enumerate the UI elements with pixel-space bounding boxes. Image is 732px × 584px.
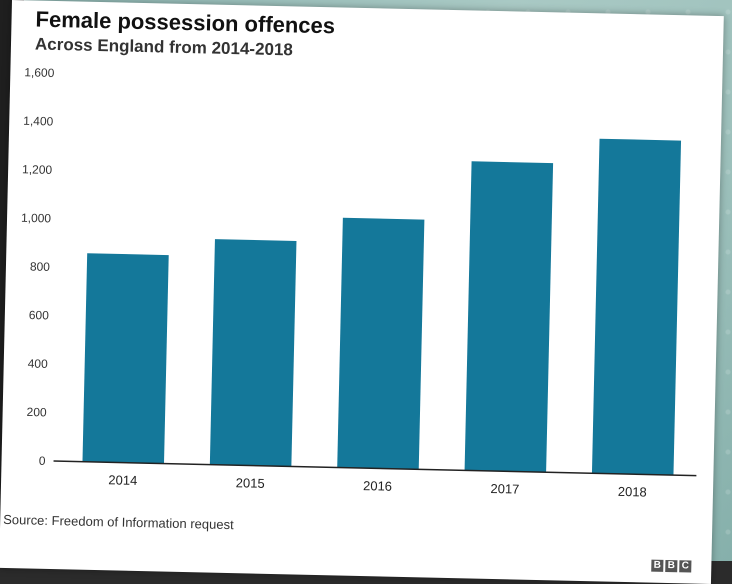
logo-letter: C: [679, 560, 692, 573]
bar: [82, 253, 169, 464]
x-tick-label: 2016: [363, 478, 392, 494]
bbc-logo: B B C: [651, 559, 692, 573]
logo-letter: B: [651, 559, 664, 572]
bar-chart: 0 200 400 600 800 1,000 1,200 1,400 1,600 2014 201…: [21, 65, 697, 500]
y-tick-label: 1,200: [22, 162, 53, 177]
y-tick-label: 0: [39, 454, 46, 468]
bar: [591, 138, 682, 476]
x-tick-label: 2015: [236, 475, 265, 491]
y-tick-label: 200: [26, 405, 47, 419]
x-tick-label: 2017: [490, 481, 519, 497]
bar: [464, 161, 554, 473]
bar: [337, 217, 425, 470]
x-tick-label: 2018: [618, 484, 647, 500]
bar: [209, 239, 297, 467]
y-tick-label: 1,000: [21, 211, 52, 226]
y-tick-label: 600: [29, 308, 50, 322]
y-tick-label: 800: [30, 259, 51, 273]
y-tick-label: 400: [28, 356, 49, 370]
y-tick-label: 1,600: [24, 65, 55, 80]
y-tick-label: 1,400: [23, 114, 54, 129]
logo-letter: B: [665, 559, 678, 573]
x-tick-label: 2014: [108, 472, 137, 488]
x-axis-line: [53, 460, 697, 477]
